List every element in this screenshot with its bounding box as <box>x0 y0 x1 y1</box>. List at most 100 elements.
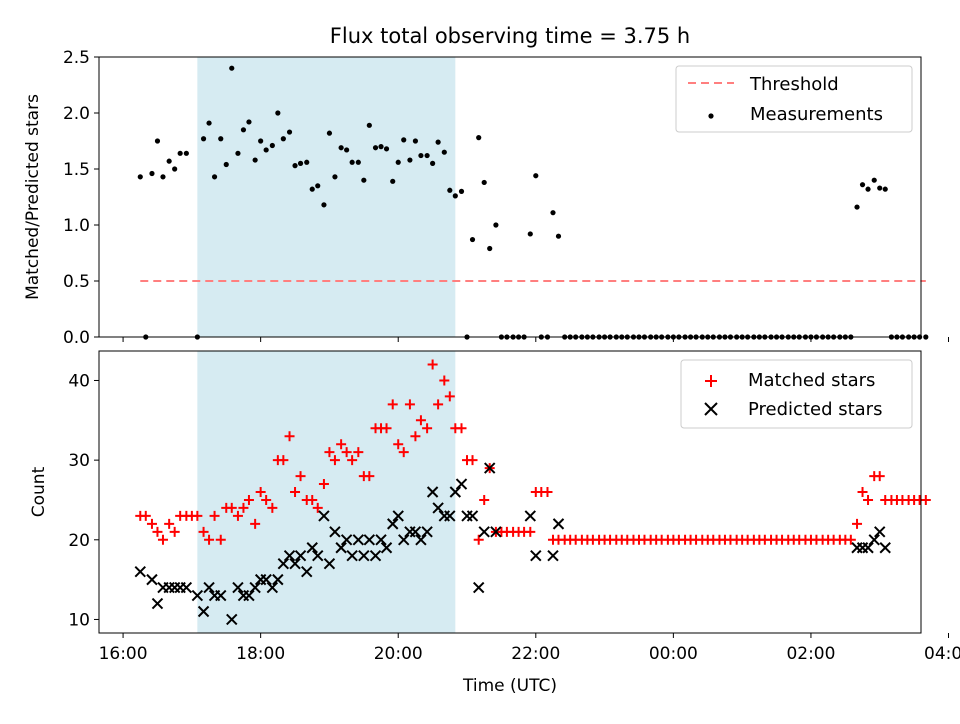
measurement-point <box>481 179 487 186</box>
measurement-point <box>275 110 281 116</box>
matched-star-point <box>140 510 151 521</box>
measurement-point <box>355 159 361 165</box>
measurement-point <box>493 222 499 228</box>
predicted-star-point <box>312 550 324 562</box>
matched-star-point <box>341 447 352 458</box>
measurement-point <box>435 139 441 145</box>
matched-star-point <box>845 534 856 545</box>
measurement-point <box>533 173 539 179</box>
measurement-point <box>223 161 229 168</box>
bottom-panel: 10 20 30 40 16:00 18:00 20:00 22:00 00:00 02:00 0… <box>29 350 960 696</box>
top-y-tick-label: 1.0 <box>63 216 90 236</box>
matched-star-point <box>542 487 553 497</box>
predicted-star-point <box>134 565 146 578</box>
top-y-tick-label: 0.5 <box>63 272 90 292</box>
matched-star-point <box>439 375 450 386</box>
predicted-star-point <box>329 526 341 538</box>
predicted-star-point <box>289 557 301 570</box>
bottom-y-axis-label: Count <box>29 466 49 517</box>
predicted-star-point <box>547 550 559 562</box>
measurement-point <box>487 245 493 252</box>
top-y-tick-label: 2.0 <box>63 104 90 124</box>
matched-star-point <box>278 455 289 466</box>
measurement-point <box>321 202 327 208</box>
top-axes-frame <box>98 56 922 338</box>
measurement-point <box>366 122 372 128</box>
x-tick-label: 04:00 <box>924 644 960 664</box>
measurement-point <box>871 177 877 183</box>
threshold-legend-label: Threshold <box>749 74 839 95</box>
predicted-star-point <box>369 550 382 562</box>
measurement-point <box>286 129 293 135</box>
predicted-star-point <box>490 526 502 538</box>
matched-star-point <box>852 518 863 529</box>
measurement-point <box>349 159 355 165</box>
matched-star-point <box>456 423 467 434</box>
matched-star-point <box>307 494 318 505</box>
measurement-point <box>326 130 333 136</box>
matched-legend-label: Matched stars <box>748 370 875 391</box>
measurement-point <box>378 144 384 150</box>
predicted-star-point <box>283 550 296 562</box>
measurement-point <box>206 120 212 126</box>
measurement-point <box>218 136 224 142</box>
predicted-star-point <box>249 581 261 594</box>
matched-star-point <box>467 455 478 466</box>
predicted-star-point <box>301 565 313 578</box>
measurement-point <box>923 334 929 340</box>
measurement-point <box>383 146 390 152</box>
predicted-star-point <box>398 534 410 546</box>
measurement-point <box>229 65 235 71</box>
bottom-legend: Matched stars Predicted stars <box>680 359 913 429</box>
predicted-star-point <box>226 613 238 626</box>
measurement-point <box>476 135 482 141</box>
measurement-point <box>246 119 252 125</box>
matched-star-point <box>444 391 455 402</box>
matched-star-point <box>525 526 536 537</box>
measurement-point <box>372 145 379 151</box>
predicted-star-point <box>851 542 863 554</box>
predicted-star-point <box>432 502 444 514</box>
chart-title: Flux total observing time = 3.75 h <box>330 24 690 48</box>
x-tick-label: 18:00 <box>236 644 285 664</box>
measurement-point <box>263 147 269 153</box>
measurement-point <box>447 187 453 193</box>
predicted-star-point <box>215 589 227 602</box>
predicted-star-point <box>180 581 193 594</box>
measurement-point <box>315 183 321 189</box>
x-tick-label: 00:00 <box>649 644 698 664</box>
observing-span-top <box>197 57 456 337</box>
matched-star-point <box>243 494 254 505</box>
matched-star-point <box>152 526 163 537</box>
predicted-legend-swatch <box>704 402 718 416</box>
matched-star-point <box>433 399 444 410</box>
predicted-star-point <box>294 550 307 562</box>
measurement-point <box>172 166 178 172</box>
predicted-star-point <box>272 573 284 586</box>
measurement-point <box>344 147 350 153</box>
measurement-point <box>424 152 430 159</box>
measurement-point <box>332 174 338 180</box>
predicted-star-point <box>449 486 462 498</box>
measurement-point <box>854 204 860 210</box>
measurement-point <box>177 150 183 156</box>
matched-star-point <box>920 494 931 505</box>
x-tick-label: 20:00 <box>374 644 423 664</box>
bottom-y-tick-label: 40 <box>68 371 90 391</box>
measurement-point <box>882 186 888 192</box>
matched-star-point <box>364 471 375 482</box>
matched-legend-swatch <box>705 375 717 387</box>
measurement-point <box>395 159 401 165</box>
measurement-point <box>390 178 396 184</box>
bottom-y-tick-label: 20 <box>68 531 90 551</box>
matched-star-point <box>295 471 306 482</box>
bottom-legend-box <box>680 359 913 429</box>
predicted-star-point <box>340 534 353 546</box>
matched-star-point <box>381 423 392 434</box>
predicted-star-point <box>197 605 210 618</box>
matched-star-point <box>267 502 278 513</box>
measurement-point <box>280 136 286 142</box>
predicted-star-point <box>392 510 404 522</box>
matched-star-point <box>324 447 335 458</box>
